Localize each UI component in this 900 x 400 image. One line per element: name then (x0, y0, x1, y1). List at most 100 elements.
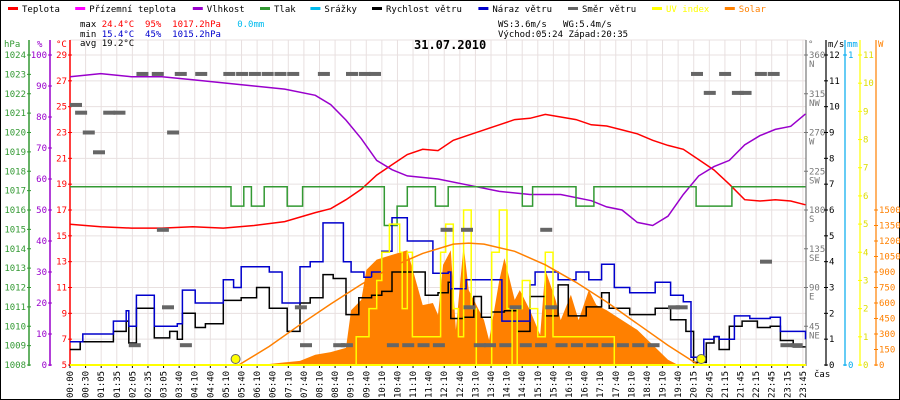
uv-axis-tick-label: 4 (863, 248, 868, 258)
wind-direction-mark (340, 343, 353, 348)
wind-direction-mark (647, 343, 660, 348)
solar-axis-tick-label: 150 (879, 346, 895, 356)
x-tick-label: 05:40 (238, 371, 248, 398)
direction-axis-tick-label: 135 (809, 245, 825, 255)
solar-axis-tick-label: 900 (879, 268, 895, 278)
x-tick-label: 01:05 (97, 371, 107, 398)
legend-label: Vlhkost (207, 5, 245, 15)
max-label: max (80, 20, 97, 30)
min-humidity: 45% (145, 30, 162, 40)
temperature-axis-tick-label: 13 (56, 258, 67, 268)
temperature-axis-tick-label: 29 (56, 51, 67, 61)
legend-swatch-6 (478, 7, 489, 10)
wind-direction-mark (570, 343, 583, 348)
compass-label: E (809, 293, 814, 303)
uv-axis-tick-label: 11 (863, 51, 874, 61)
uv-axis-tick-label: 3 (863, 276, 868, 286)
wind-direction-mark (668, 305, 680, 310)
legend-label: Teplota (22, 5, 60, 15)
x-tick-label: 02:35 (144, 371, 154, 398)
wind-direction-mark (82, 130, 95, 135)
wind-direction-mark (484, 343, 496, 348)
wind-axis-tick-label: 5 (829, 232, 834, 242)
wind-axis-tick-label: 4 (829, 258, 834, 268)
humidity-axis-tick-label: 80 (36, 113, 47, 123)
hPa-axis-tick-label: 1014 (4, 245, 26, 255)
direction-axis-unit: ° (808, 40, 813, 50)
temperature-axis-tick-label: 27 (56, 77, 67, 87)
uv-axis-tick-label: 9 (863, 107, 868, 117)
legend-swatch-4 (310, 7, 321, 10)
chart-title: 31.07.2010 (414, 38, 487, 52)
wind-direction-mark (675, 305, 688, 310)
humidity-axis-tick-label: 60 (36, 175, 47, 185)
wind-direction-mark (780, 343, 793, 348)
x-tick-label: 19:10 (659, 371, 669, 398)
legend-swatch-9 (724, 7, 735, 10)
compass-label: NW (809, 99, 820, 109)
compass-label: W (809, 138, 815, 148)
wind-direction-mark (333, 343, 346, 348)
wind-direction-mark (346, 71, 358, 76)
hPa-axis-tick-label: 1019 (4, 148, 26, 158)
direction-axis-tick-label: 45 (809, 322, 820, 332)
legend-label: Náraz větru (492, 5, 552, 15)
wind-axis-tick-label: 2 (829, 309, 834, 319)
wind-direction-mark (739, 90, 752, 95)
uv-axis-tick-label: 6 (863, 192, 868, 202)
sunset-time: Západ:20:35 (568, 30, 629, 40)
x-tick-label: 07:10 (284, 371, 294, 398)
min-pressure: 1015.2hPa (172, 30, 221, 40)
wind-axis-tick-label: 11 (829, 77, 840, 87)
humidity-axis-tick-label: 10 (36, 330, 47, 340)
x-tick-label: 23:45 (799, 371, 809, 398)
hPa-axis-tick-label: 1020 (4, 129, 26, 139)
wind-direction-mark (136, 71, 149, 76)
sunrise-time: Východ:05:24 (498, 30, 564, 40)
uv-axis-tick-label: 7 (863, 164, 868, 174)
wind-direction-mark (535, 343, 548, 348)
temperature-axis-tick-label: 7 (62, 335, 67, 345)
x-tick-label: 14:10 (503, 371, 513, 398)
uv-axis-tick-label: 10 (863, 79, 874, 89)
x-tick-label: 04:40 (206, 371, 216, 398)
humidity-axis-tick-label: 30 (36, 268, 47, 278)
avg-temp: 19.2°C (101, 39, 135, 49)
wind-direction-mark (545, 305, 558, 310)
direction-axis-tick-label: 315 (809, 90, 825, 100)
x-tick-label: 19:40 (674, 371, 684, 398)
solar-axis-tick-label: 450 (879, 315, 895, 325)
humidity-axis-tick-label: 90 (36, 82, 47, 92)
x-tick-label: 15:10 (534, 371, 544, 398)
x-tick-label: 10:10 (378, 371, 388, 398)
x-tick-label: 17:10 (596, 371, 606, 398)
wind-direction-mark (432, 343, 445, 348)
uv-axis-tick-label: 2 (863, 305, 868, 315)
wind-direction-mark (519, 343, 532, 348)
legend-label: Směr větru (582, 5, 636, 15)
direction-axis-tick-label: 225 (809, 167, 825, 177)
wind-direction-mark (195, 71, 208, 76)
solar-axis-tick-label: 1050 (879, 253, 900, 263)
legend-swatch-1 (75, 7, 86, 10)
temperature-axis-tick-label: 17 (56, 206, 67, 216)
humidity-axis-unit: % (37, 40, 43, 50)
temperature-axis-tick-label: 15 (56, 232, 67, 242)
x-tick-label: 11:10 (409, 371, 419, 398)
avg-label: avg (80, 39, 97, 49)
wind-direction-mark (128, 343, 141, 348)
sun-marker-icon (230, 354, 241, 364)
wind-direction-mark (223, 71, 236, 76)
wind-axis-tick-label: 1 (829, 335, 834, 345)
hPa-axis-tick-label: 1013 (4, 264, 26, 274)
wind-direction-mark (70, 102, 82, 107)
compass-label: NE (809, 331, 820, 341)
rain-total: 0.0mm (237, 20, 265, 30)
wind-direction-mark (93, 150, 105, 155)
stats-max-row: max 24.4°C 95% 1017.2hPa 0.0mm (80, 20, 264, 30)
wind-direction-mark (174, 71, 187, 76)
humidity-axis-tick-label: 50 (36, 206, 47, 216)
wind-direction-mark (113, 110, 126, 115)
hPa-axis-tick-label: 1011 (4, 303, 26, 313)
